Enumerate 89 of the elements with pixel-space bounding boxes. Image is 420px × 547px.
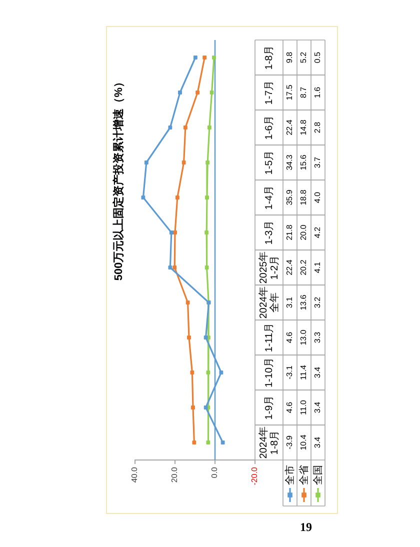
data-label: 20.2: [299, 259, 308, 276]
y-tick-label: 2025年1-2月: [257, 251, 280, 284]
data-label: 11.4: [299, 364, 308, 380]
x-tick-label: 40.0: [130, 466, 140, 483]
text: 19: [300, 520, 312, 534]
data-label: 4.0: [313, 191, 322, 204]
point: [206, 440, 210, 444]
data-label: -3.1: [285, 365, 294, 380]
data-label: 21.8: [285, 224, 294, 240]
point: [207, 126, 212, 130]
point: [172, 266, 177, 270]
point: [175, 196, 180, 200]
point: [204, 266, 209, 270]
point: [210, 90, 214, 94]
x-tick-label: 0.0: [210, 466, 220, 478]
x-tick-label: 20.0: [170, 466, 180, 483]
text: 全国: [312, 465, 324, 485]
point: [182, 160, 186, 164]
data-label: 4.1: [313, 261, 322, 274]
data-label: 1.6: [313, 86, 322, 98]
point: [190, 370, 194, 374]
data-label: 3.4: [313, 436, 322, 448]
data-label: -3.9: [285, 435, 294, 450]
point: [187, 336, 191, 340]
y-tick-label: 1-8月: [264, 45, 275, 70]
data-label: 22.4: [285, 259, 294, 276]
point: [212, 56, 216, 60]
point: [191, 406, 195, 410]
point: [178, 90, 182, 94]
data-label: 4.6: [285, 331, 294, 344]
data-label: 22.4: [285, 119, 294, 136]
data-label: 13.6: [299, 294, 308, 310]
point: [168, 266, 172, 270]
data-label: 17.5: [285, 84, 294, 100]
point: [193, 56, 198, 60]
data-label: 3.4: [313, 366, 322, 378]
data-label: 3.3: [313, 331, 322, 344]
point: [196, 90, 200, 94]
point: [219, 370, 224, 374]
y-tick-label: 1-5月: [264, 150, 275, 175]
data-label: 11.0: [299, 399, 308, 415]
point: [173, 230, 177, 234]
text: 全省: [298, 465, 310, 485]
data-label: 15.6: [299, 154, 308, 170]
y-tick-label: 1-10月: [264, 357, 275, 388]
point: [183, 126, 188, 130]
data-label: 10.4: [299, 434, 308, 450]
y-tick-label: 1-7月: [264, 80, 275, 105]
point: [220, 440, 225, 444]
point: [206, 160, 210, 164]
data-label: 34.3: [285, 154, 294, 170]
data-label: 35.9: [285, 189, 294, 206]
point: [169, 230, 174, 234]
point: [204, 230, 209, 234]
data-label: 18.8: [299, 189, 308, 206]
data-label: 0.5: [313, 51, 322, 64]
text: 500万元以上固定资产投资累计增速（%）: [112, 76, 126, 281]
data-label: 14.8: [299, 119, 308, 136]
data-label: 3.4: [313, 401, 322, 414]
point: [186, 300, 190, 304]
data-label: 20.0: [299, 224, 308, 240]
point: [205, 196, 209, 200]
y-tick-label: 1-4月: [264, 185, 275, 210]
point: [141, 196, 146, 200]
data-label: 2.8: [313, 121, 322, 134]
point: [206, 370, 210, 374]
point: [144, 160, 148, 164]
data-label: 13.0: [299, 329, 308, 346]
y-tick-label: 2024年全年: [257, 286, 280, 319]
data-label: 3.2: [313, 296, 322, 308]
y-tick-label: 1-9月: [264, 395, 275, 420]
point: [202, 56, 207, 60]
y-tick-label: 1-3月: [264, 220, 275, 245]
x-tick-label: -20.0: [250, 466, 260, 486]
point: [168, 126, 172, 130]
data-label: 5.2: [299, 51, 308, 64]
text: 全市: [284, 465, 296, 485]
y-tick-label: 1-11月: [264, 322, 275, 352]
data-label: 3.7: [313, 156, 322, 168]
data-label: 8.7: [299, 86, 308, 98]
y-tick-label: 1-6月: [264, 115, 275, 140]
data-label: 4.6: [285, 401, 294, 414]
y-tick-label: 2024年1-8月: [257, 426, 280, 459]
data-label: 9.8: [285, 51, 294, 64]
point: [204, 406, 208, 410]
data-label: 3.1: [285, 296, 294, 308]
point: [192, 440, 196, 444]
data-label: 4.2: [313, 226, 322, 238]
point: [204, 336, 208, 340]
